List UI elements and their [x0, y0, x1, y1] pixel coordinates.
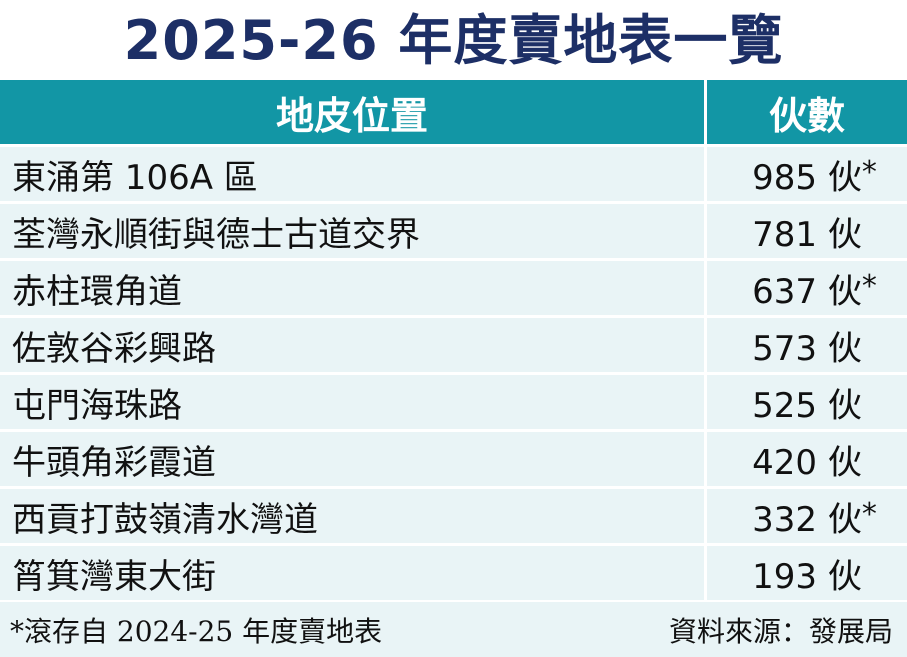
- units-value: 781 伙: [752, 214, 862, 255]
- location-cell: 屯門海珠路: [0, 375, 707, 429]
- location-cell: 西貢打鼓嶺清水灣道: [0, 489, 707, 543]
- units-cell: 193 伙: [707, 546, 907, 600]
- units-value: 637 伙: [752, 271, 862, 312]
- units-value: 420 伙: [752, 442, 862, 483]
- table-row: 牛頭角彩霞道 420 伙: [0, 432, 907, 489]
- rollover-note: *滾存自 2024-25 年度賣地表: [10, 614, 383, 648]
- location-cell: 赤柱環角道: [0, 261, 707, 315]
- units-value: 573 伙: [752, 328, 862, 369]
- header-units: 伙數: [768, 93, 845, 138]
- table-row: 佐敦谷彩興路 573 伙: [0, 318, 907, 375]
- land-sale-table: 地皮位置 伙數 東涌第 106A 區 985 伙 * 荃灣永順街與德士古道交界 7…: [0, 80, 907, 603]
- units-cell: 781 伙: [707, 204, 907, 258]
- units-value: 193 伙: [752, 556, 862, 597]
- units-cell: 525 伙: [707, 375, 907, 429]
- table-row: 荃灣永順街與德士古道交界 781 伙: [0, 204, 907, 261]
- page-title: 2025-26 年度賣地表一覽: [123, 9, 784, 72]
- table-row: 屯門海珠路 525 伙: [0, 375, 907, 432]
- location-cell: 筲箕灣東大街: [0, 546, 707, 600]
- units-cell: 420 伙: [707, 432, 907, 486]
- table-header: 地皮位置 伙數: [0, 80, 907, 147]
- units-cell: 637 伙 *: [707, 261, 907, 315]
- location-cell: 佐敦谷彩興路: [0, 318, 707, 372]
- units-cell: 332 伙 *: [707, 489, 907, 543]
- units-cell: 985 伙 *: [707, 147, 907, 201]
- table-row: 赤柱環角道 637 伙 *: [0, 261, 907, 318]
- location-cell: 東涌第 106A 區: [0, 147, 707, 201]
- location-cell: 牛頭角彩霞道: [0, 432, 707, 486]
- location-cell: 荃灣永順街與德士古道交界: [0, 204, 707, 258]
- units-value: 332 伙: [752, 499, 862, 540]
- units-value: 525 伙: [752, 385, 862, 426]
- table-row: 筲箕灣東大街 193 伙: [0, 546, 907, 603]
- table-footer: *滾存自 2024-25 年度賣地表 資料來源：發展局: [0, 602, 907, 657]
- header-location: 地皮位置: [0, 80, 707, 144]
- table-row: 西貢打鼓嶺清水灣道 332 伙 *: [0, 489, 907, 546]
- units-value: 985 伙: [752, 157, 862, 198]
- source-note: 資料來源：發展局: [668, 614, 893, 648]
- units-cell: 573 伙: [707, 318, 907, 372]
- table-row: 東涌第 106A 區 985 伙 *: [0, 147, 907, 204]
